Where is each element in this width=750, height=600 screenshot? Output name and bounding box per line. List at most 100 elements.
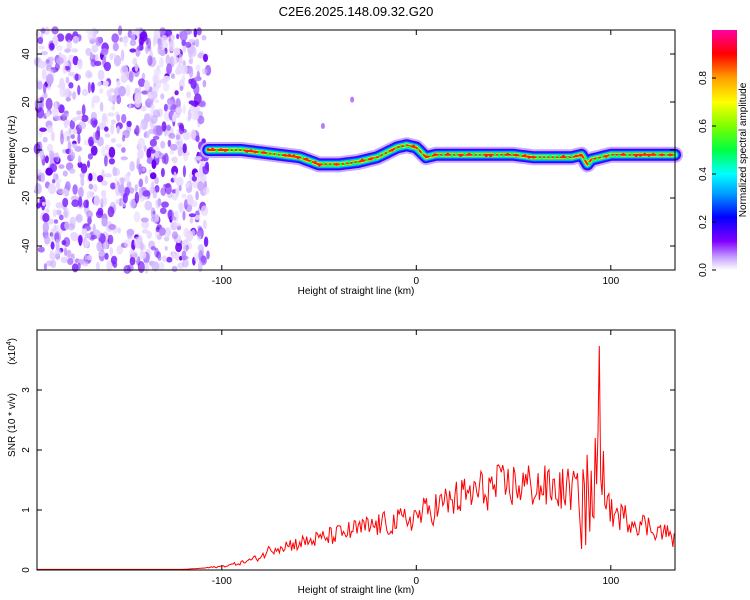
noise-blob bbox=[123, 264, 131, 274]
y-tick-label: 3 bbox=[21, 387, 32, 393]
noise-blob bbox=[153, 75, 158, 85]
spectrogram-ridge bbox=[200, 96, 683, 173]
noise-blob bbox=[45, 97, 53, 110]
noise-blob bbox=[118, 85, 126, 97]
noise-blob bbox=[36, 107, 45, 119]
noise-blob bbox=[108, 94, 117, 103]
noise-blob bbox=[86, 190, 92, 199]
noise-blob bbox=[175, 106, 183, 114]
noise-blob bbox=[191, 180, 199, 189]
noise-blob bbox=[194, 156, 202, 161]
noise-blob bbox=[81, 228, 88, 235]
noise-blob bbox=[88, 173, 93, 182]
spectrogram-y-label: Frequency (Hz) bbox=[7, 116, 18, 185]
noise-blob bbox=[124, 173, 130, 184]
noise-blob bbox=[100, 190, 107, 198]
noise-blob bbox=[142, 167, 146, 172]
noise-blob bbox=[134, 184, 138, 192]
ridge-dot bbox=[386, 150, 390, 154]
noise-blob bbox=[117, 227, 121, 234]
noise-blob bbox=[76, 110, 82, 116]
noise-blob bbox=[150, 207, 156, 219]
noise-blob bbox=[107, 206, 115, 218]
noise-blob bbox=[197, 52, 205, 59]
noise-blob bbox=[121, 65, 129, 73]
noise-blob bbox=[47, 68, 54, 74]
noise-blob bbox=[85, 47, 92, 56]
noise-blob bbox=[148, 93, 153, 100]
noise-blob bbox=[43, 263, 48, 271]
colorbar-label: Normalized spectral amplitude bbox=[738, 82, 749, 217]
noise-blob bbox=[171, 265, 178, 273]
ridge-dot bbox=[527, 155, 531, 159]
noise-blob bbox=[104, 252, 109, 260]
ridge-dot bbox=[442, 153, 445, 156]
ridge-dot bbox=[305, 157, 308, 161]
noise-blob bbox=[116, 80, 121, 88]
ridge-dot bbox=[484, 154, 488, 158]
noise-blob bbox=[134, 191, 140, 204]
noise-blob bbox=[93, 119, 98, 126]
ridge-dot bbox=[279, 153, 283, 157]
noise-blob bbox=[128, 103, 132, 110]
ridge-dot bbox=[390, 148, 394, 152]
ridge-dot bbox=[309, 160, 313, 164]
noise-blob bbox=[68, 71, 75, 77]
noise-blob bbox=[110, 182, 116, 190]
noise-blob bbox=[68, 127, 72, 135]
ridge-dot bbox=[472, 152, 475, 156]
noise-blob bbox=[87, 153, 93, 160]
noise-blob bbox=[189, 105, 196, 112]
noise-blob bbox=[67, 257, 74, 265]
noise-blob bbox=[52, 179, 56, 184]
noise-blob bbox=[102, 240, 109, 250]
noise-blob bbox=[144, 262, 149, 274]
ridge-dot bbox=[574, 154, 578, 158]
noise-blob bbox=[168, 40, 175, 52]
noise-blob bbox=[196, 230, 202, 237]
ridge-dot bbox=[369, 157, 373, 161]
noise-blob bbox=[108, 224, 116, 230]
noise-blob bbox=[181, 39, 186, 47]
noise-blob bbox=[136, 45, 144, 51]
noise-blob bbox=[72, 55, 79, 66]
ridge-dot bbox=[587, 161, 591, 165]
noise-blob bbox=[97, 81, 102, 87]
noise-blob bbox=[65, 97, 71, 102]
noise-blob bbox=[112, 42, 119, 52]
snr-y-label: SNR (10 * v/v) bbox=[7, 393, 18, 457]
ridge-dot bbox=[318, 163, 321, 167]
noise-blob bbox=[97, 250, 105, 257]
ridge-dot bbox=[604, 155, 608, 158]
noise-blob bbox=[194, 38, 200, 48]
noise-blob bbox=[145, 45, 149, 55]
ridge-dot bbox=[296, 156, 300, 160]
colorbar-tick-label: 0.0 bbox=[698, 263, 709, 277]
noise-blob bbox=[144, 200, 153, 211]
ridge-dot bbox=[562, 154, 565, 158]
noise-blob bbox=[203, 186, 210, 195]
noise-blob bbox=[141, 229, 149, 234]
noise-blob bbox=[161, 35, 168, 43]
noise-blob bbox=[175, 242, 183, 253]
noise-blob bbox=[70, 134, 75, 140]
noise-blob bbox=[96, 241, 103, 252]
ridge-dot bbox=[322, 162, 326, 166]
noise-blob bbox=[38, 60, 46, 69]
noise-blob bbox=[119, 177, 126, 183]
noise-blob bbox=[120, 156, 128, 161]
noise-blob bbox=[170, 73, 175, 79]
noise-blob bbox=[63, 209, 68, 218]
noise-blob bbox=[45, 73, 54, 85]
noise-blob bbox=[114, 177, 118, 189]
noise-blob bbox=[93, 195, 100, 207]
ridge-dot bbox=[258, 150, 261, 154]
noise-blob bbox=[76, 115, 83, 121]
noise-blob bbox=[157, 254, 162, 262]
noise-blob bbox=[121, 147, 126, 153]
noise-blob bbox=[195, 135, 200, 143]
noise-blob bbox=[163, 236, 170, 242]
noise-blob bbox=[139, 251, 147, 260]
noise-blob bbox=[42, 136, 48, 143]
ridge-dot bbox=[365, 158, 368, 162]
